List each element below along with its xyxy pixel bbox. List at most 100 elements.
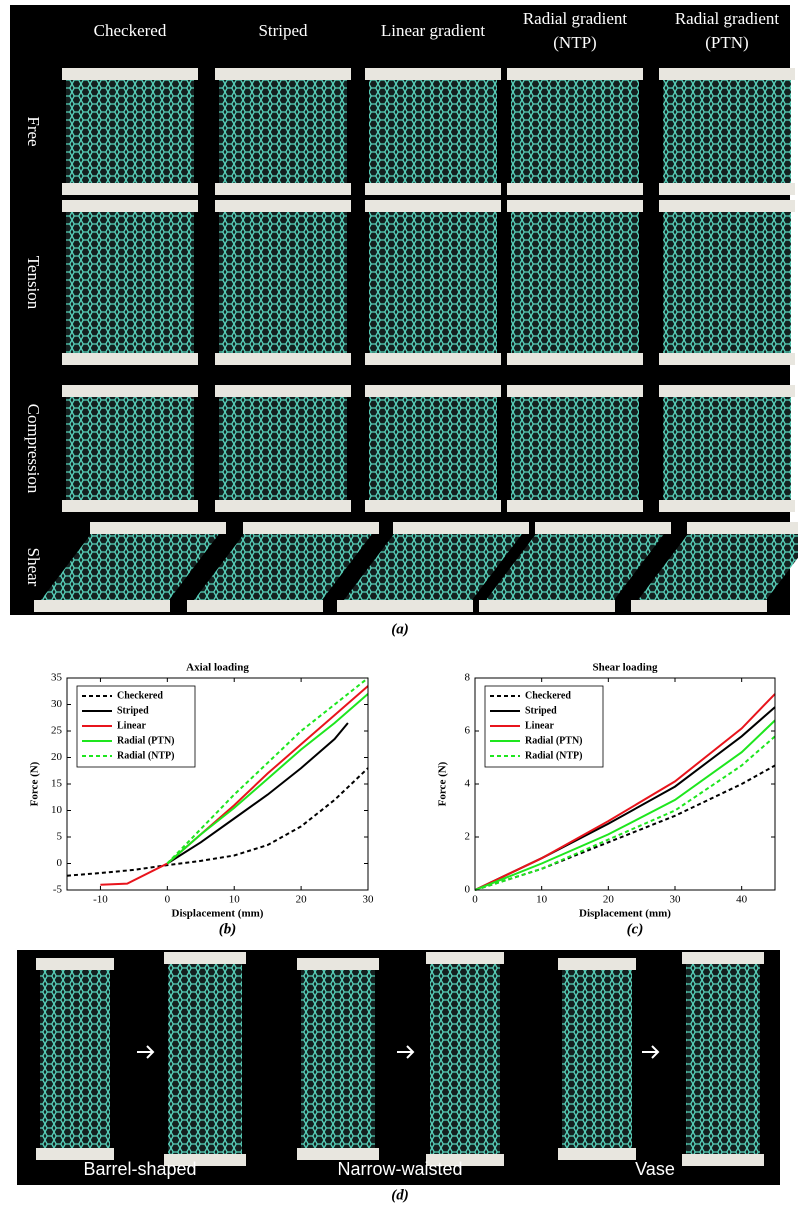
row-label: Compression: [24, 404, 43, 494]
y-tick-label: 10: [51, 804, 63, 816]
clamp: [215, 68, 351, 80]
clamp: [62, 200, 198, 212]
legend-label: Striped: [525, 705, 557, 716]
lattice: [511, 208, 639, 357]
lattice: [219, 208, 347, 357]
clamp: [659, 500, 795, 512]
clamp: [659, 68, 795, 80]
legend-label: Striped: [117, 705, 149, 716]
y-tick-label: 0: [57, 857, 63, 869]
clamp: [507, 385, 643, 397]
panel-d-background: [17, 950, 780, 1185]
lattice: [66, 208, 194, 357]
x-tick-label: 0: [165, 894, 171, 906]
clamp: [659, 353, 795, 365]
clamp: [337, 600, 473, 612]
clamp: [631, 600, 767, 612]
x-tick-label: -10: [93, 894, 108, 906]
legend-label: Linear: [117, 720, 146, 731]
lattice: [40, 966, 110, 1152]
clamp: [479, 600, 615, 612]
row-label: Shear: [24, 548, 43, 587]
lattice: [369, 393, 497, 504]
lattice: [301, 966, 375, 1152]
y-tick-label: 25: [51, 725, 63, 737]
clamp: [365, 68, 501, 80]
clamp: [215, 200, 351, 212]
lattice: [168, 960, 242, 1158]
clamp: [164, 952, 246, 964]
legend-label: Linear: [525, 720, 554, 731]
y-tick-label: 2: [465, 831, 471, 843]
clamp: [62, 385, 198, 397]
clamp: [682, 952, 764, 964]
y-tick-label: 5: [57, 831, 63, 843]
clamp: [215, 183, 351, 195]
clamp: [426, 952, 504, 964]
clamp: [393, 522, 529, 534]
lattice: [219, 76, 347, 187]
clamp: [659, 200, 795, 212]
clamp: [297, 958, 379, 970]
lattice: [430, 960, 500, 1158]
x-axis-label: Displacement (mm): [172, 908, 264, 920]
column-header: Linear gradient: [381, 21, 486, 40]
legend-label: Radial (PTN): [525, 735, 583, 746]
clamp: [558, 958, 636, 970]
y-tick-label: 15: [51, 778, 63, 790]
column-header: Radial gradient: [675, 9, 780, 28]
clamp: [659, 385, 795, 397]
x-axis-label: Displacement (mm): [579, 908, 671, 920]
clamp: [535, 522, 671, 534]
clamp: [682, 1154, 764, 1166]
x-tick-label: 20: [603, 894, 615, 906]
y-tick-label: 30: [51, 698, 63, 710]
clamp: [187, 600, 323, 612]
clamp: [34, 600, 170, 612]
clamp: [365, 183, 501, 195]
clamp: [659, 183, 795, 195]
x-tick-label: 30: [363, 894, 375, 906]
column-header: Striped: [258, 21, 308, 40]
clamp: [215, 500, 351, 512]
column-header: (NTP): [553, 33, 596, 52]
clamp: [507, 500, 643, 512]
lattice: [511, 76, 639, 187]
lattice: [686, 960, 760, 1158]
y-tick-label: 35: [51, 672, 63, 684]
x-tick-label: 10: [536, 894, 548, 906]
clamp: [36, 958, 114, 970]
caption: (a): [391, 621, 409, 637]
specimen-label: Barrel-shaped: [83, 1159, 196, 1179]
clamp: [62, 500, 198, 512]
column-header: Checkered: [94, 21, 167, 40]
clamp: [90, 522, 226, 534]
clamp: [215, 353, 351, 365]
row-label: Tension: [24, 256, 43, 310]
legend-label: Checkered: [525, 690, 571, 701]
y-tick-label: 4: [465, 778, 471, 790]
x-tick-label: 20: [296, 894, 308, 906]
clamp: [507, 68, 643, 80]
series-line: [167, 678, 368, 864]
y-axis-label: Force (N): [437, 761, 449, 806]
clamp: [507, 183, 643, 195]
y-tick-label: 8: [465, 672, 471, 684]
chart-title: Axial loading: [186, 662, 249, 674]
legend-label: Radial (PTN): [117, 735, 175, 746]
clamp: [365, 500, 501, 512]
clamp: [62, 68, 198, 80]
series-line: [167, 694, 368, 864]
lattice: [511, 393, 639, 504]
y-axis-label: Force (N): [29, 761, 41, 806]
y-tick-label: 20: [51, 751, 63, 763]
legend-label: Checkered: [117, 690, 163, 701]
lattice: [663, 393, 791, 504]
column-header: Radial gradient: [523, 9, 628, 28]
clamp: [62, 353, 198, 365]
y-tick-label: -5: [53, 884, 63, 896]
x-tick-label: 30: [670, 894, 682, 906]
lattice: [663, 208, 791, 357]
clamp: [365, 385, 501, 397]
